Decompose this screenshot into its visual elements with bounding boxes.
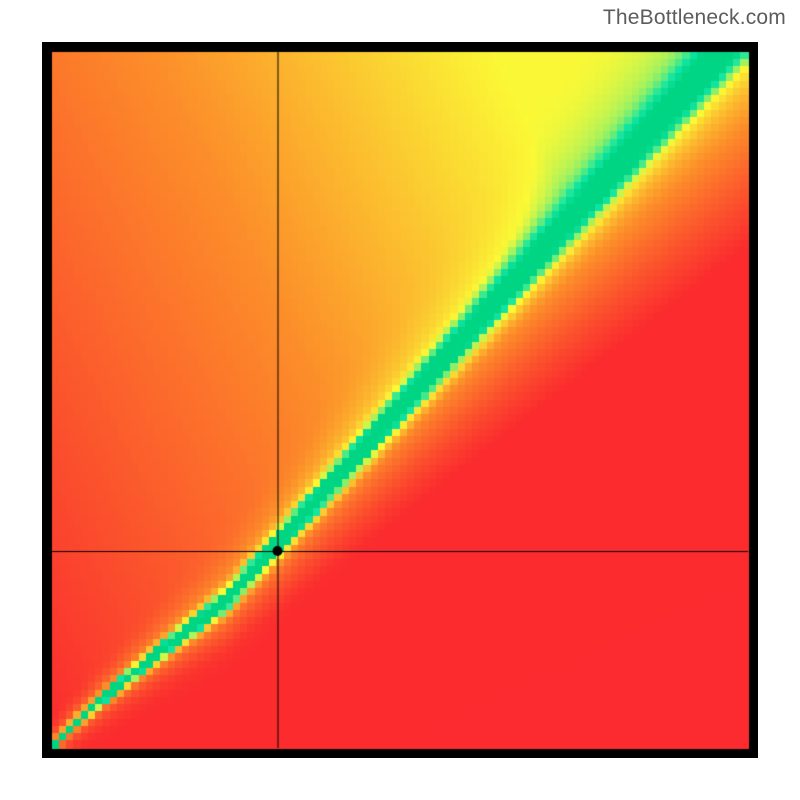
crosshair-overlay <box>42 42 758 758</box>
plot-frame <box>42 42 758 758</box>
chart-container: TheBottleneck.com <box>0 0 800 800</box>
attribution-text: TheBottleneck.com <box>603 6 786 30</box>
